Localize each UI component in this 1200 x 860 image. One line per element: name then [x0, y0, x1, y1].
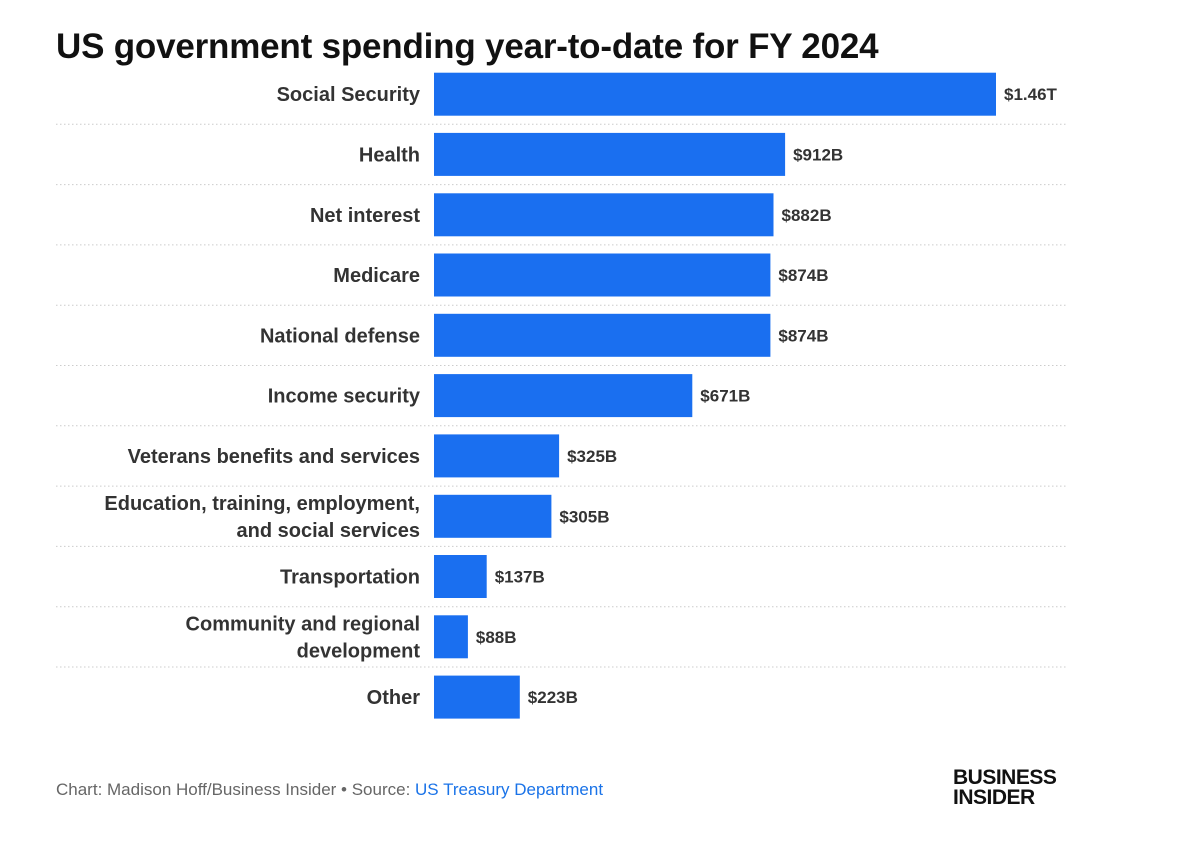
bar-value-label: $882B: [782, 206, 832, 225]
category-label: Transportation: [280, 567, 420, 589]
bar: [434, 193, 774, 237]
bar-value-label: $912B: [793, 145, 843, 164]
bar-value-label: $88B: [476, 628, 517, 647]
chart-title: US government spending year-to-date for …: [56, 27, 879, 66]
category-label: Other: [367, 687, 421, 709]
source-link[interactable]: US Treasury Department: [415, 780, 604, 799]
category-label: Income security: [268, 386, 421, 408]
category-label: National defense: [260, 325, 420, 347]
bar-value-label: $671B: [700, 387, 750, 406]
bar: [434, 494, 552, 538]
chart-footer: Chart: Madison Hoff/Business Insider • S…: [56, 780, 603, 800]
category-label: Community and regional development: [186, 613, 421, 662]
bar-value-label: $137B: [495, 568, 545, 587]
bar: [434, 253, 771, 297]
bar: [434, 313, 771, 357]
business-insider-logo: BUSINESS INSIDER: [953, 766, 1057, 809]
bar-value-label: $874B: [778, 326, 828, 345]
category-label: Net interest: [310, 205, 420, 227]
category-label: Education, training, employment, and soci…: [104, 493, 420, 542]
bar: [434, 555, 487, 598]
bar: [434, 72, 996, 116]
category-label: Social Security: [277, 84, 421, 106]
bar: [434, 675, 520, 719]
bar-value-label: $223B: [528, 688, 578, 707]
footer-credit: Chart: Madison Hoff/Business Insider • S…: [56, 780, 416, 799]
bar-value-label: $325B: [567, 447, 617, 466]
bar-value-label: $1.46T: [1004, 85, 1058, 104]
bar-chart: $1.46T Social Security $912B Health $882B Net…: [56, 72, 1068, 719]
category-label: Medicare: [333, 265, 420, 287]
bar: [434, 615, 468, 659]
bar: [434, 374, 693, 418]
bar: [434, 132, 786, 176]
bar-value-label: $874B: [778, 266, 828, 285]
category-label: Health: [359, 144, 420, 166]
bar-value-label: $305B: [559, 507, 609, 526]
bar: [434, 434, 560, 478]
category-label: Veterans benefits and services: [128, 446, 420, 468]
